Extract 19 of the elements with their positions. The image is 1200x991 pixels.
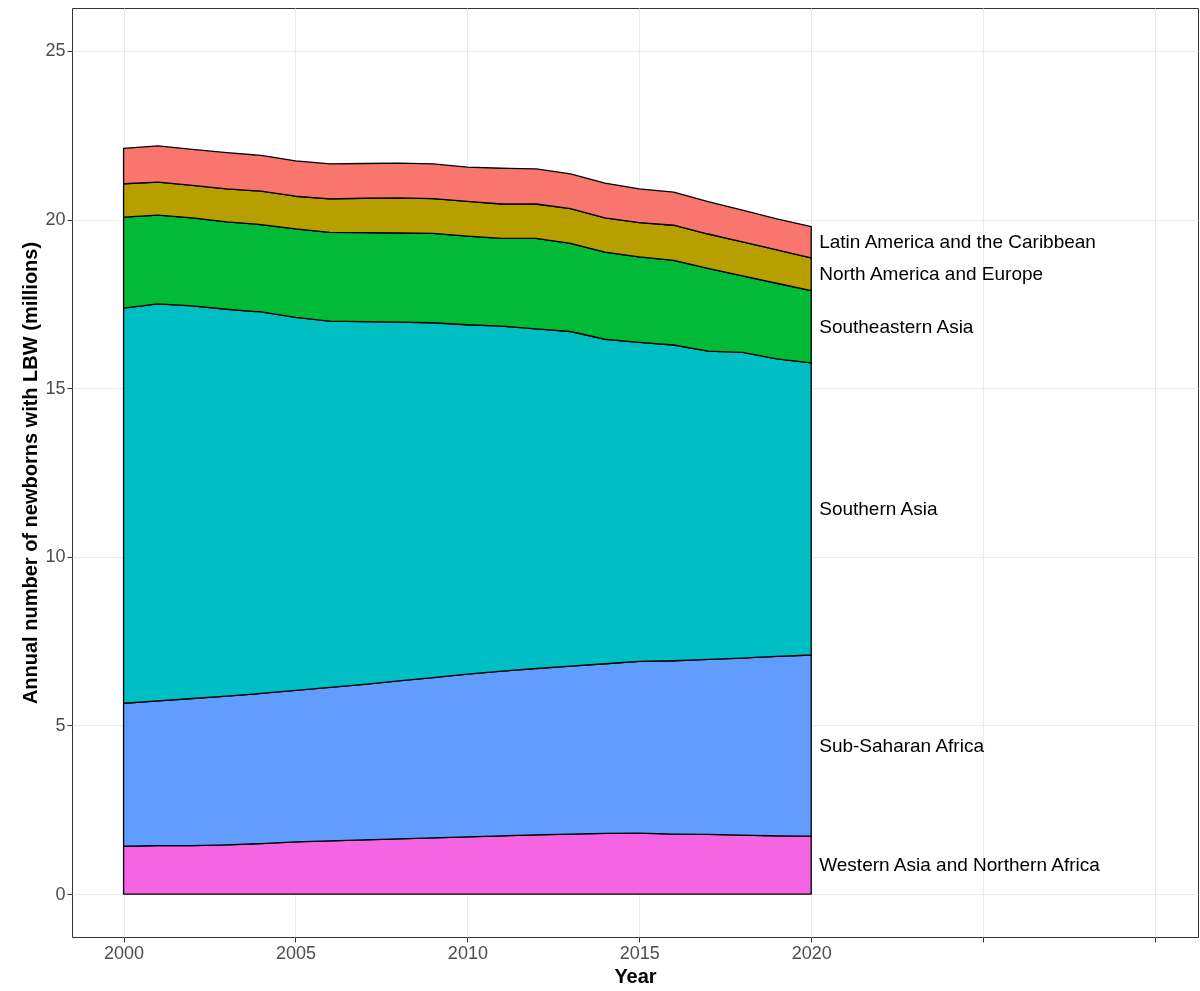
series-label: Southeastern Asia [819, 315, 974, 337]
series-label: North America and Europe [819, 263, 1044, 285]
series-label: Southern Asia [819, 497, 938, 519]
x-axis-title: Year [614, 964, 657, 987]
y-tick-label: 15 [45, 377, 66, 398]
y-tick-label: 25 [45, 40, 66, 61]
x-tick-label: 2020 [791, 942, 832, 963]
x-tick-label: 2005 [275, 942, 316, 963]
y-tick-label: 5 [55, 715, 66, 735]
y-tick-label: 10 [45, 546, 66, 567]
x-tick-label: 2015 [619, 942, 660, 963]
y-tick-label: 0 [55, 883, 66, 904]
y-axis-title: Annual number of newborns with LBW (millions) [19, 241, 42, 705]
x-tick-label: 2000 [104, 942, 145, 963]
y-tick-label: 20 [45, 209, 66, 229]
series-label: Latin America and the Caribbean [819, 231, 1096, 253]
series-label: Sub-Saharan Africa [819, 734, 985, 756]
x-tick-label: 2010 [447, 942, 488, 963]
series-label: Western Asia and Northern Africa [819, 854, 1101, 876]
